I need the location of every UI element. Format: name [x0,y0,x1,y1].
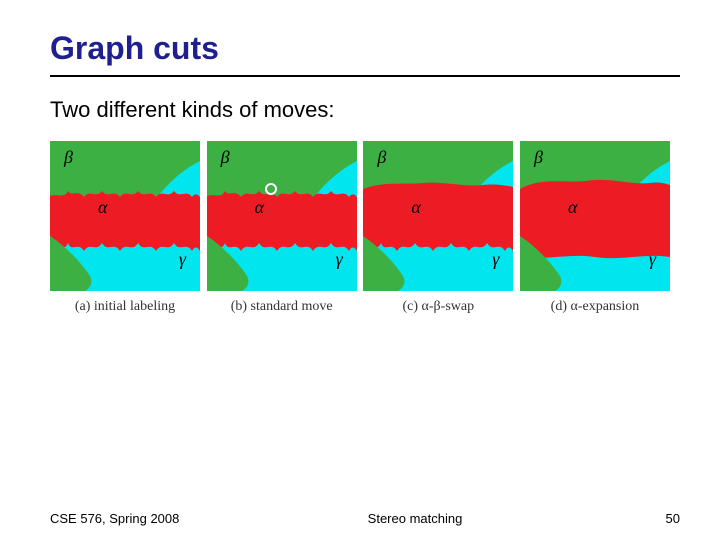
highlight-ring-icon [265,183,277,195]
panel-d-figure: βαγ [520,141,670,291]
panel-c-figure: βαγ [363,141,513,291]
slide-title: Graph cuts [50,30,680,67]
panel-c-caption: (c) α-β-swap [363,299,513,315]
footer: CSE 576, Spring 2008 Stereo matching 50 [50,511,680,526]
figure-row: βαγ (a) initial labeling βαγ (b) standard m… [50,141,670,315]
panel-b: βαγ (b) standard move [207,141,357,315]
slide: Graph cuts Two different kinds of moves:… [0,0,720,540]
footer-course: CSE 576, Spring 2008 [50,511,190,526]
panel-a: βαγ (a) initial labeling [50,141,200,315]
panel-b-caption: (b) standard move [207,299,357,315]
footer-topic: Stereo matching [190,511,640,526]
slide-subtitle: Two different kinds of moves: [50,97,680,123]
footer-page: 50 [640,511,680,526]
panel-a-figure: βαγ [50,141,200,291]
title-rule [50,75,680,77]
panel-b-figure: βαγ [207,141,357,291]
panel-c: βαγ (c) α-β-swap [363,141,513,315]
panel-a-caption: (a) initial labeling [50,299,200,315]
panel-d: βαγ (d) α-expansion [520,141,670,315]
panel-d-caption: (d) α-expansion [520,299,670,315]
